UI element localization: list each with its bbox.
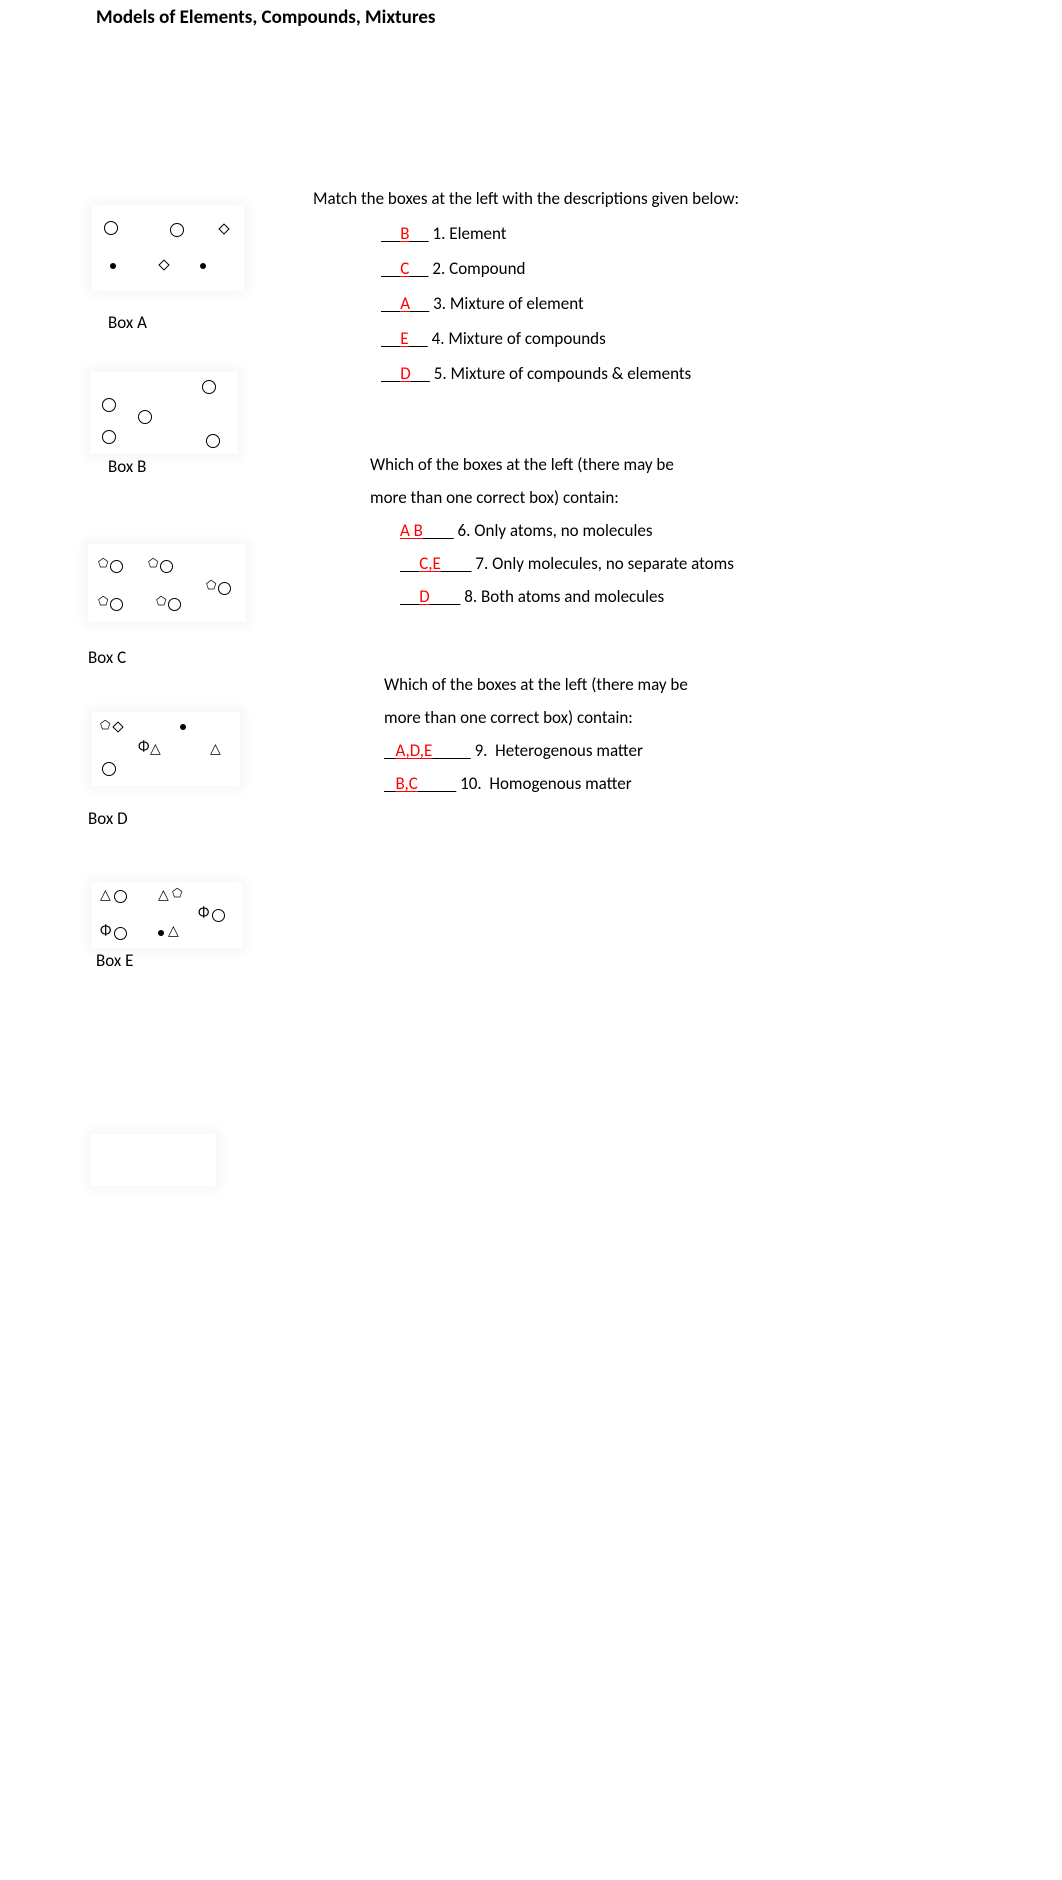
blank	[381, 223, 400, 244]
answer: A,D,E	[396, 740, 433, 761]
empty-box-frame	[90, 1134, 216, 1186]
blank	[411, 363, 430, 384]
match-item-4: E 4. Mixture of compounds	[381, 328, 1013, 349]
blank	[381, 328, 400, 349]
match-item-1: B 1. Element	[381, 223, 1013, 244]
item-num: 4.	[432, 328, 445, 349]
item-text: Mixture of compounds	[448, 328, 605, 349]
box-b-frame	[90, 372, 238, 454]
answer: E	[400, 328, 408, 349]
worksheet-page: Models of Elements, Compounds, Mixtures …	[0, 0, 1062, 1880]
section-1: Match the boxes at the left with the des…	[313, 188, 1013, 398]
box-c-frame: ⬠ ⬠ ⬠ ⬠ ⬠	[88, 544, 246, 622]
item-num: 1.	[433, 223, 446, 244]
blank	[381, 363, 400, 384]
box-d-frame: ⬠ Φ △ △	[92, 712, 240, 786]
answer: B,C	[396, 773, 418, 794]
blank	[384, 740, 396, 761]
section-2-prompt-1: Which of the boxes at the left (there ma…	[370, 454, 1010, 475]
blank	[441, 553, 472, 574]
section-2-prompt-2: more than one correct box) contain:	[370, 487, 1010, 508]
blank	[381, 258, 400, 279]
item-text: Mixture of compounds & elements	[451, 363, 692, 384]
blank	[400, 586, 419, 607]
item-num: 8.	[464, 586, 477, 607]
matter-item-9: A,D,E 9. Heterogenous matter	[384, 740, 1024, 761]
box-d-label: Box D	[88, 808, 128, 829]
item-text: Only atoms, no molecules	[474, 520, 652, 541]
answer: C	[400, 258, 409, 279]
match-item-3: A 3. Mixture of element	[381, 293, 1013, 314]
blank	[418, 773, 456, 794]
blank	[381, 293, 400, 314]
box-e-label: Box E	[96, 950, 133, 971]
contain-item-6: A B 6. Only atoms, no molecules	[400, 520, 1010, 541]
item-text: Element	[449, 223, 506, 244]
answer: B	[400, 223, 409, 244]
answer: C,E	[419, 553, 441, 574]
item-text: Mixture of element	[450, 293, 584, 314]
blank	[400, 553, 419, 574]
blank	[432, 740, 470, 761]
blank	[430, 586, 461, 607]
section-1-prompt: Match the boxes at the left with the des…	[313, 188, 1013, 209]
contain-item-7: C,E 7. Only molecules, no separate atoms	[400, 553, 1010, 574]
box-c-label: Box C	[88, 647, 126, 668]
blank	[384, 773, 396, 794]
item-text: Both atoms and molecules	[481, 586, 664, 607]
section-3-prompt-2: more than one correct box) contain:	[384, 707, 1024, 728]
page-title: Models of Elements, Compounds, Mixtures	[96, 6, 436, 29]
item-num: 5.	[434, 363, 447, 384]
blank	[409, 328, 428, 349]
answer: D	[400, 363, 410, 384]
blank	[409, 223, 428, 244]
section-3: Which of the boxes at the left (there ma…	[384, 674, 1024, 806]
box-e-frame: △ △ ⬠ Φ Φ △	[92, 882, 242, 948]
section-2: Which of the boxes at the left (there ma…	[370, 454, 1010, 619]
box-a-label: Box A	[108, 312, 147, 333]
item-text: Compound	[449, 258, 525, 279]
matter-item-10: B,C 10. Homogenous matter	[384, 773, 1024, 794]
blank	[409, 258, 428, 279]
item-num: 2.	[432, 258, 445, 279]
blank	[410, 293, 429, 314]
box-b-label: Box B	[108, 456, 146, 477]
item-num: 6.	[458, 520, 471, 541]
answer: A B	[400, 520, 423, 541]
answer: A	[400, 293, 410, 314]
item-text: Only molecules, no separate atoms	[492, 553, 734, 574]
answer: D	[419, 586, 429, 607]
section-3-prompt-1: Which of the boxes at the left (there ma…	[384, 674, 1024, 695]
blank	[423, 520, 454, 541]
item-num: 3.	[433, 293, 446, 314]
item-text: Heterogenous matter	[495, 740, 643, 761]
item-num: 7.	[475, 553, 488, 574]
item-num: 10.	[460, 773, 482, 794]
box-a-frame	[92, 205, 244, 291]
contain-item-8: D 8. Both atoms and molecules	[400, 586, 1010, 607]
item-num: 9.	[475, 740, 488, 761]
match-item-5: D 5. Mixture of compounds & elements	[381, 363, 1013, 384]
item-text: Homogenous matter	[489, 773, 631, 794]
match-item-2: C 2. Compound	[381, 258, 1013, 279]
